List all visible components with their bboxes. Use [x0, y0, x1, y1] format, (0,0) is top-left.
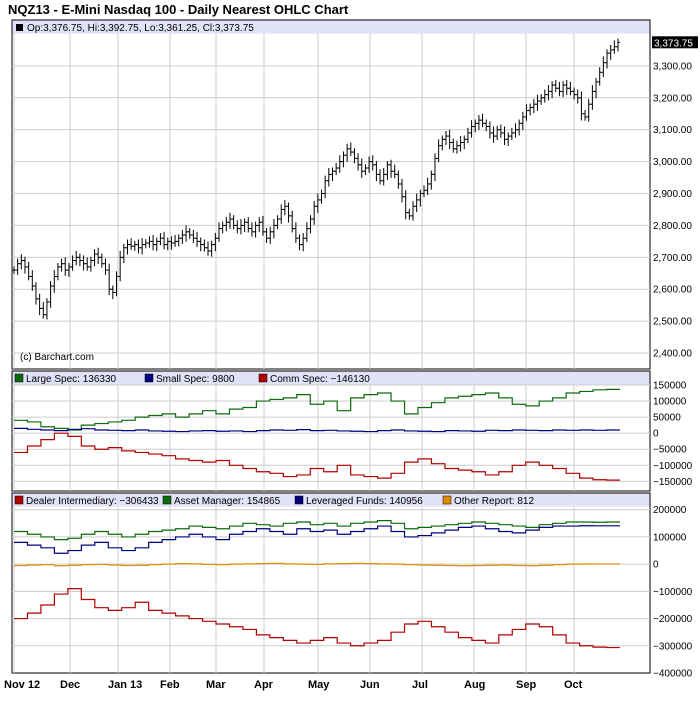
series-line-large_spec — [14, 388, 620, 431]
panel-frame-1 — [11, 19, 651, 370]
x-tick-label: Dec — [60, 679, 80, 691]
y-tick-label: 100000 — [653, 532, 687, 543]
y-tick-label: 3,000.00 — [653, 157, 692, 168]
last-price-label: 3,373.75 — [654, 38, 693, 49]
series-line-dealer — [14, 588, 620, 649]
legend-swatch-price — [16, 24, 23, 31]
y-tick-label: −150000 — [653, 477, 693, 488]
ohlc-bar — [616, 38, 620, 52]
y-tick-label: −50000 — [653, 445, 687, 456]
y-tick-label: 0 — [653, 429, 659, 440]
y-tick-label: 3,100.00 — [653, 125, 692, 136]
watermark: (c) Barchart.com — [20, 352, 94, 363]
y-tick-label: 2,400.00 — [653, 349, 692, 360]
y-tick-label: 0 — [653, 560, 659, 571]
legend-label-other: Other Report: 812 — [454, 496, 534, 507]
x-tick-label: Nov 12 — [4, 679, 40, 691]
y-tick-label: −200000 — [653, 614, 693, 625]
series-line-leveraged — [14, 525, 620, 554]
y-tick-label: 2,600.00 — [653, 285, 692, 296]
legend-label-small_spec: Small Spec: 9800 — [156, 374, 235, 385]
x-tick-label: Feb — [160, 679, 180, 691]
x-tick-label: Sep — [516, 679, 536, 691]
y-tick-label: 2,500.00 — [653, 317, 692, 328]
x-tick-label: Jun — [360, 679, 380, 691]
legend-label-comm_spec: Comm Spec: −146130 — [270, 374, 370, 385]
panel-frame-2 — [11, 370, 651, 492]
series-line-small_spec — [14, 427, 620, 433]
y-tick-label: −100000 — [653, 461, 693, 472]
y-tick-label: −100000 — [653, 587, 693, 598]
y-tick-label: 3,300.00 — [653, 61, 692, 72]
legend-background-1 — [12, 20, 650, 34]
legend-label-dealer: Dealer Intermediary: −306433 — [26, 496, 159, 507]
chart-title: NQZ13 - E-Mini Nasdaq 100 - Daily Neares… — [8, 2, 349, 17]
x-tick-label: Jul — [412, 679, 428, 691]
legend-price: Op:3,376.75, Hi:3,392.75, Lo:3,361.25, C… — [27, 23, 254, 34]
y-tick-label: 2,900.00 — [653, 189, 692, 200]
legend-swatch-asset_manager — [162, 495, 172, 505]
y-tick-label: −300000 — [653, 641, 693, 652]
x-tick-label: Mar — [206, 679, 226, 691]
y-tick-label: 2,700.00 — [653, 253, 692, 264]
y-tick-label: −400000 — [653, 669, 693, 680]
series-line-comm_spec — [14, 432, 620, 481]
y-tick-label: 100000 — [653, 397, 687, 408]
legend-label-large_spec: Large Spec: 136330 — [26, 374, 117, 385]
legend-swatch-dealer — [14, 495, 24, 505]
legend-background-3 — [12, 493, 650, 507]
legend-label-asset_manager: Asset Manager: 154865 — [174, 496, 281, 507]
x-tick-label: Jan 13 — [108, 679, 142, 691]
x-tick-label: Oct — [564, 679, 583, 691]
last-price-box — [652, 36, 698, 49]
y-tick-label: 50000 — [653, 413, 681, 424]
legend-swatch-other — [442, 495, 452, 505]
legend-swatch-leveraged — [294, 495, 304, 505]
x-tick-label: May — [308, 679, 330, 691]
legend-swatch-small_spec — [144, 373, 154, 383]
y-tick-label: 2,800.00 — [653, 221, 692, 232]
y-tick-label: 200000 — [653, 505, 687, 516]
series-line-asset_manager — [14, 520, 620, 541]
y-tick-label: 3,200.00 — [653, 93, 692, 104]
y-tick-label: 150000 — [653, 381, 687, 392]
legend-background-2 — [12, 371, 650, 385]
legend-label-leveraged: Leveraged Funds: 140956 — [306, 496, 423, 507]
legend-swatch-large_spec — [14, 373, 24, 383]
x-tick-label: Aug — [464, 679, 485, 691]
legend-swatch-comm_spec — [258, 373, 268, 383]
x-tick-label: Apr — [254, 679, 274, 691]
series-line-other — [14, 562, 620, 567]
